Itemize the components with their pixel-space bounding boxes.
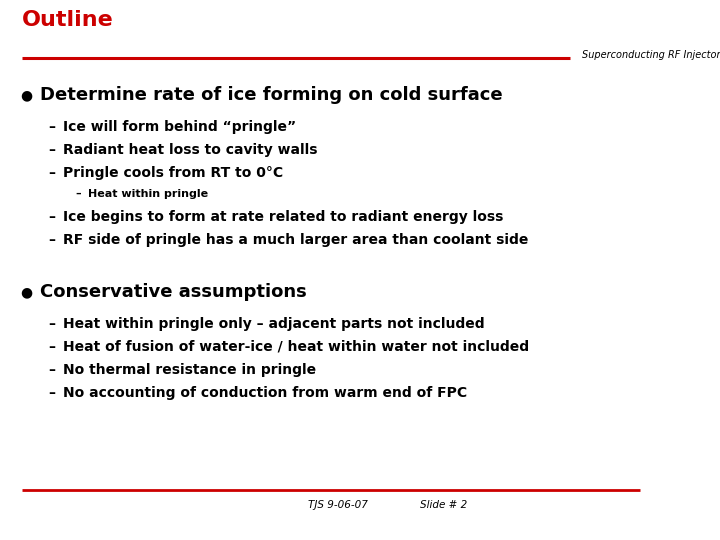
Text: Heat within pringle only – adjacent parts not included: Heat within pringle only – adjacent part… — [63, 317, 485, 331]
Text: Heat within pringle: Heat within pringle — [88, 189, 208, 199]
Text: ●: ● — [20, 88, 32, 102]
Text: –: – — [48, 233, 55, 247]
Text: Radiant heat loss to cavity walls: Radiant heat loss to cavity walls — [63, 143, 318, 157]
Text: RF side of pringle has a much larger area than coolant side: RF side of pringle has a much larger are… — [63, 233, 528, 247]
Text: –: – — [75, 189, 81, 199]
Text: Conservative assumptions: Conservative assumptions — [40, 283, 307, 301]
Text: Heat of fusion of water-ice / heat within water not included: Heat of fusion of water-ice / heat withi… — [63, 340, 529, 354]
Text: –: – — [48, 166, 55, 180]
Text: Slide # 2: Slide # 2 — [420, 500, 467, 510]
Text: –: – — [48, 363, 55, 377]
Text: Ice begins to form at rate related to radiant energy loss: Ice begins to form at rate related to ra… — [63, 210, 503, 224]
Text: Pringle cools from RT to 0°C: Pringle cools from RT to 0°C — [63, 166, 283, 180]
Text: TJS 9-06-07: TJS 9-06-07 — [308, 500, 368, 510]
Text: No thermal resistance in pringle: No thermal resistance in pringle — [63, 363, 316, 377]
Text: –: – — [48, 340, 55, 354]
Text: No accounting of conduction from warm end of FPC: No accounting of conduction from warm en… — [63, 386, 467, 400]
Text: –: – — [48, 210, 55, 224]
Text: Determine rate of ice forming on cold surface: Determine rate of ice forming on cold su… — [40, 86, 503, 104]
Text: –: – — [48, 317, 55, 331]
Text: –: – — [48, 120, 55, 134]
Text: –: – — [48, 386, 55, 400]
Text: ●: ● — [20, 285, 32, 299]
Text: Ice will form behind “pringle”: Ice will form behind “pringle” — [63, 120, 296, 134]
Text: Superconducting RF Injector: Superconducting RF Injector — [582, 50, 720, 60]
Text: Outline: Outline — [22, 10, 114, 30]
Text: –: – — [48, 143, 55, 157]
